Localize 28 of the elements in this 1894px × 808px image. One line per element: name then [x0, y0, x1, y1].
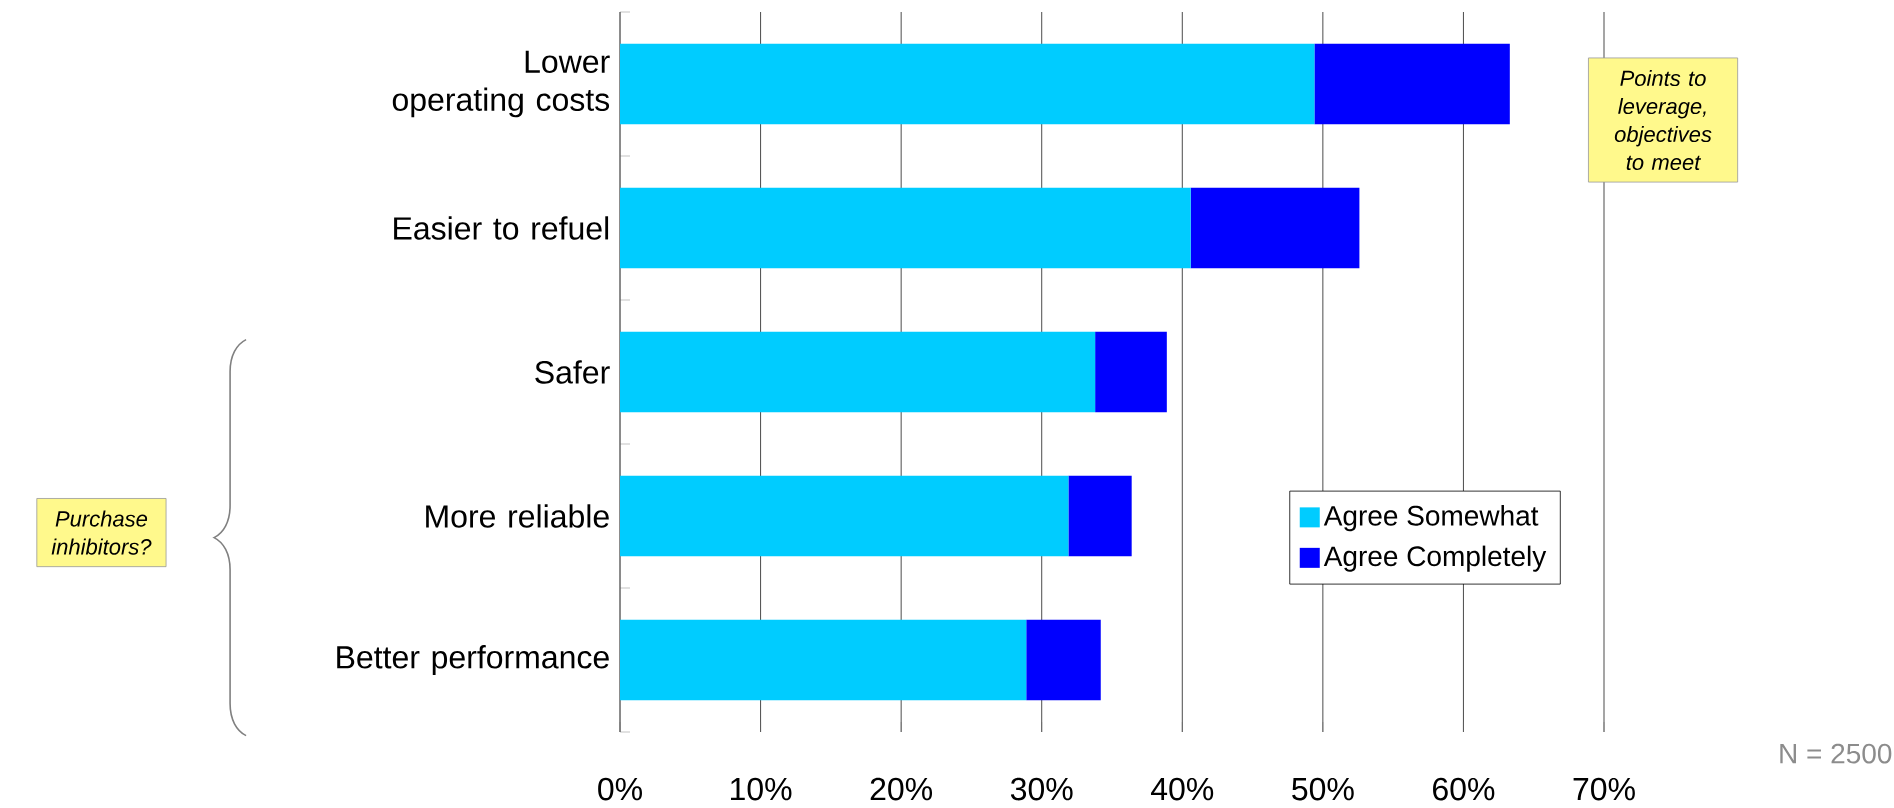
bar: [1068, 475, 1132, 557]
bar: [1026, 619, 1101, 701]
legend-label: Agree Somewhat: [1323, 505, 1539, 532]
bar: [620, 187, 1191, 269]
text: N = 2500: [1780, 743, 1892, 764]
text: Purchase inhibitors?: [51, 510, 152, 555]
y-tick-label: Easier to refuel: [394, 216, 609, 240]
x-tick-label: 30%: [1010, 777, 1073, 801]
bar: [620, 619, 1027, 701]
x-tick-label: 70%: [1573, 777, 1635, 801]
x-tick-label: 0%: [598, 777, 642, 801]
x-tick-label: 20%: [870, 777, 933, 801]
bar: [1095, 331, 1167, 413]
x-tick-label: 10%: [731, 777, 792, 801]
x-tick-label: 40%: [1150, 777, 1214, 801]
y-tick-label: Lower operating costs: [392, 50, 610, 118]
x-tick-label: 50%: [1292, 777, 1354, 801]
bar: [620, 331, 1096, 413]
bar: [1314, 43, 1510, 125]
legend-label: Agree Completely: [1323, 545, 1547, 572]
text: Points to leverage, objectives to meet: [1614, 69, 1712, 171]
bar: [620, 475, 1069, 557]
y-tick-label: More reliable: [426, 504, 609, 528]
y-tick-label: Safer: [535, 360, 610, 384]
x-tick-label: 60%: [1433, 777, 1495, 801]
bar: [1190, 187, 1360, 269]
bar: [620, 43, 1315, 125]
y-tick-label: Better performance: [337, 645, 609, 675]
